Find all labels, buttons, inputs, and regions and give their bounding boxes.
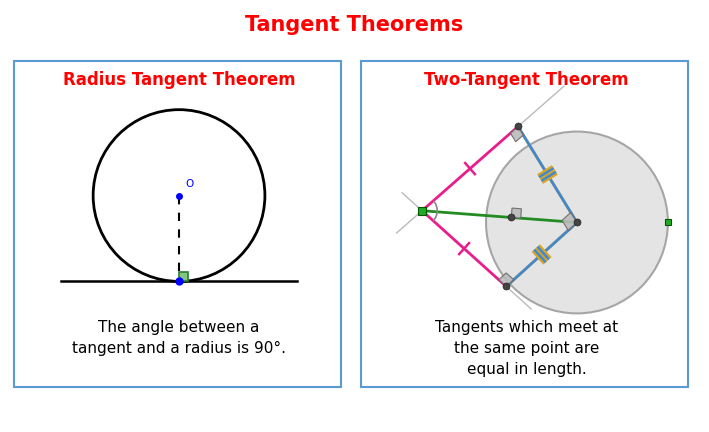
Circle shape — [486, 132, 668, 313]
Polygon shape — [562, 213, 577, 230]
Polygon shape — [498, 273, 514, 286]
Text: The angle between a
tangent and a radius is 90°.: The angle between a tangent and a radius… — [72, 320, 286, 356]
Polygon shape — [511, 208, 521, 218]
Text: Two-Tangent Theorem: Two-Tangent Theorem — [424, 71, 629, 89]
FancyBboxPatch shape — [362, 61, 688, 388]
Text: Tangent Theorems: Tangent Theorems — [245, 15, 464, 35]
Text: O: O — [185, 179, 194, 190]
FancyBboxPatch shape — [14, 61, 340, 388]
Circle shape — [93, 110, 265, 281]
Bar — [179, 272, 189, 281]
Text: Tangents which meet at
the same point are
equal in length.: Tangents which meet at the same point ar… — [435, 320, 618, 377]
Polygon shape — [510, 127, 523, 142]
Text: Radius Tangent Theorem: Radius Tangent Theorem — [62, 71, 296, 89]
